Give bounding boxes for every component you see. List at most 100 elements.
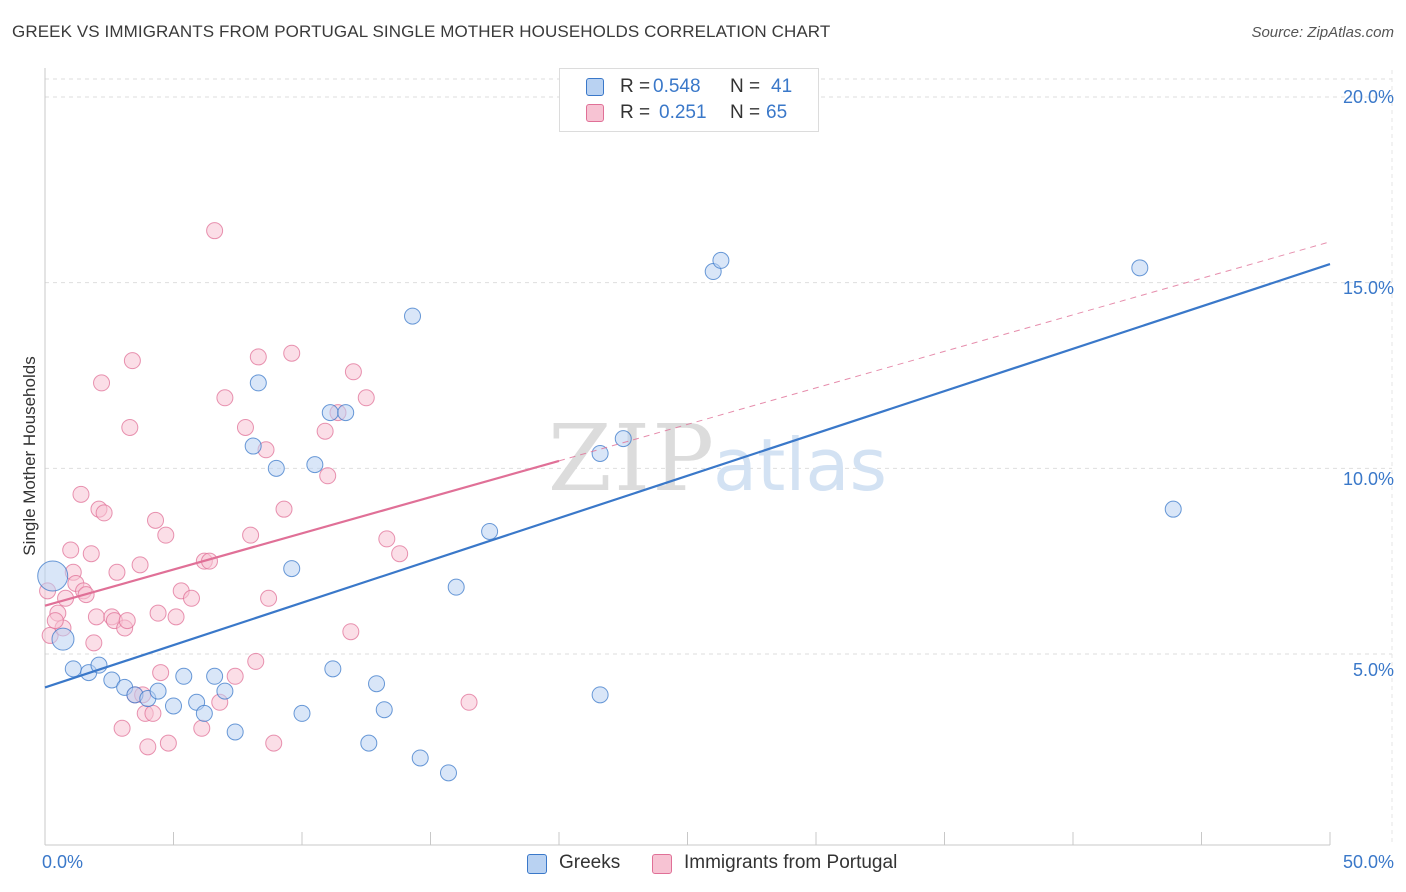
greeks-point: [244, 437, 262, 455]
portugal-point: [206, 222, 224, 240]
greeks-point: [103, 671, 121, 689]
portugal-point: [260, 589, 278, 607]
portugal-point: [139, 738, 157, 756]
greeks-point: [283, 560, 301, 578]
x-tick-min: 0.0%: [42, 852, 84, 872]
portugal-point: [236, 418, 254, 436]
portugal-point: [159, 734, 177, 752]
axes: [44, 68, 1331, 846]
greeks-point: [165, 697, 182, 715]
portugal-point: [357, 389, 375, 407]
portugal-point: [149, 604, 167, 622]
chart-title: GREEK VS IMMIGRANTS FROM PORTUGAL SINGLE…: [12, 22, 831, 41]
greeks-point: [321, 404, 339, 422]
portugal-point: [216, 389, 234, 407]
greeks-point: [324, 660, 342, 678]
greeks-point: [368, 675, 386, 693]
portugal-swatch: [652, 854, 672, 874]
portugal-point: [226, 667, 244, 685]
greeks-point: [481, 522, 499, 540]
portugal-point: [182, 589, 200, 607]
watermark-zip: ZIP: [548, 405, 716, 512]
greeks-point: [37, 560, 69, 592]
greeks-swatch: [527, 854, 547, 874]
portugal-point: [82, 545, 100, 563]
x-tick-max: 50.0%: [1342, 852, 1394, 872]
portugal-point: [391, 545, 409, 563]
greeks-point: [375, 701, 393, 719]
greeks-r-value: 0.548: [653, 76, 701, 97]
trend-lines: [44, 241, 1331, 689]
legend-n-label: N =: [730, 76, 761, 97]
greeks-point: [306, 456, 324, 474]
portugal-point: [95, 504, 113, 522]
portugal-point: [242, 526, 260, 544]
portugal-point: [344, 363, 362, 381]
portugal-trend-line: [44, 459, 560, 607]
portugal-point: [46, 612, 64, 630]
greeks-point: [404, 307, 422, 325]
portugal-point: [460, 693, 478, 711]
portugal-point: [157, 526, 175, 544]
portugal-point: [167, 608, 185, 626]
portugal-point: [85, 634, 103, 652]
greeks-point: [226, 723, 244, 741]
y-tick-20: 20.0%: [1342, 87, 1394, 107]
portugal-point: [342, 623, 360, 641]
portugal-legend-label: Immigrants from Portugal: [684, 852, 898, 873]
portugal-point: [275, 500, 293, 518]
greeks-point: [1131, 259, 1149, 277]
greeks-point: [149, 682, 167, 700]
legend: R = 0.548 N = 41 R = 0.251 N = 65: [559, 68, 819, 132]
portugal-point: [113, 719, 131, 737]
greeks-point: [195, 704, 213, 722]
source-label: Source: ZipAtlas.com: [1251, 24, 1394, 41]
portugal-point: [118, 612, 136, 630]
greeks-point: [439, 764, 457, 782]
portugal-point: [62, 541, 80, 559]
portugal-point: [123, 352, 141, 370]
portugal-point: [193, 719, 211, 737]
greeks-point: [216, 682, 234, 700]
portugal-point: [247, 652, 265, 670]
portugal-trend-extension: [558, 241, 1331, 462]
series-greeks: [37, 251, 1182, 782]
greeks-point: [1164, 500, 1182, 518]
portugal-point: [316, 422, 334, 440]
greeks-trend-line: [44, 263, 1331, 689]
greeks-point: [447, 578, 465, 596]
greeks-point: [51, 627, 75, 651]
greeks-n-value: 41: [771, 76, 793, 97]
greeks-point: [249, 374, 267, 392]
portugal-point: [87, 608, 105, 626]
portugal-point: [152, 664, 170, 682]
portugal-point: [378, 530, 396, 548]
portugal-point: [72, 485, 90, 503]
watermark-atlas: atlas: [713, 423, 887, 507]
legend-r-label: R =: [620, 102, 651, 123]
greeks-swatch: [586, 78, 604, 96]
portugal-point: [121, 418, 139, 436]
legend-n-label: N =: [730, 102, 761, 123]
greeks-point: [175, 667, 193, 685]
greeks-point: [712, 251, 730, 269]
greeks-legend-label: Greeks: [559, 852, 621, 873]
portugal-point: [108, 563, 126, 581]
y-tick-5: 5.0%: [1352, 660, 1394, 680]
y-axis-label: Single Mother Households: [20, 356, 39, 556]
y-tick-10: 10.0%: [1342, 469, 1394, 489]
greeks-point: [206, 667, 224, 685]
portugal-swatch: [586, 104, 604, 122]
greeks-point: [360, 734, 378, 752]
greeks-point: [591, 686, 609, 704]
portugal-point: [93, 374, 111, 392]
greeks-point: [337, 404, 355, 422]
portugal-point: [249, 348, 267, 366]
legend-r-label: R =: [620, 76, 651, 97]
portugal-point: [144, 704, 162, 722]
greeks-point: [591, 444, 609, 462]
portugal-point: [147, 511, 165, 529]
portugal-point: [131, 556, 149, 574]
greeks-point: [614, 430, 632, 448]
